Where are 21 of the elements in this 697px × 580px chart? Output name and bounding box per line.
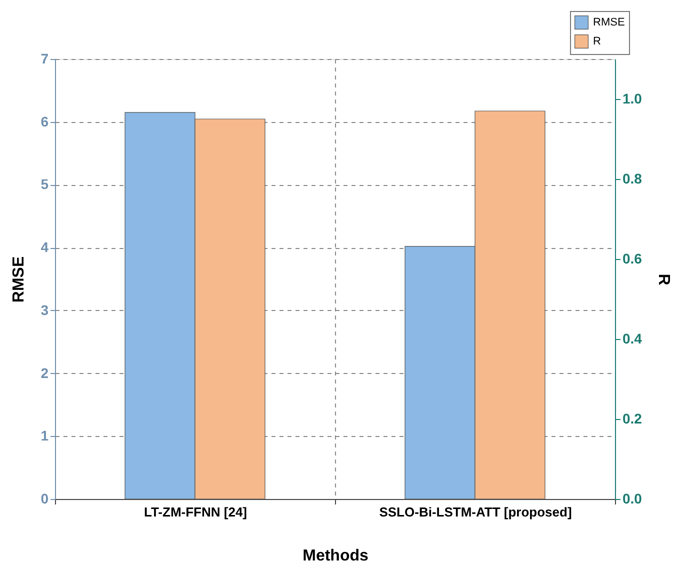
y2-tick-label: 0.0	[622, 490, 642, 506]
x-tick-label: SSLO-Bi-LSTM-ATT [proposed]	[379, 504, 572, 520]
y-tick-label: 2	[40, 364, 49, 381]
y2-tick-label: 0.4	[622, 330, 642, 346]
y-tick-label: 4	[40, 239, 49, 256]
x-tick-label: LT-ZM-FFNN [24]	[144, 504, 248, 520]
y2-tick-label: 0.8	[622, 170, 642, 186]
x-axis-title: Methods	[302, 548, 368, 564]
y2-tick-label: 0.2	[622, 410, 642, 426]
y2-tick-label: 1.0	[622, 90, 642, 106]
y-tick-label: 7	[40, 50, 49, 66]
y-tick-label: 5	[40, 176, 49, 192]
y2-tick-label: 0.6	[622, 250, 642, 266]
y-tick-label: 6	[40, 113, 49, 130]
y-tick-label: 1	[40, 428, 49, 444]
y2-axis-title: R	[654, 274, 672, 286]
y-tick-label: 3	[40, 302, 49, 318]
y-axis-title: RMSE	[10, 256, 28, 303]
legend-label: RMSE	[593, 16, 625, 28]
legend-label: R	[593, 36, 601, 48]
y-tick-label: 0	[40, 490, 49, 506]
